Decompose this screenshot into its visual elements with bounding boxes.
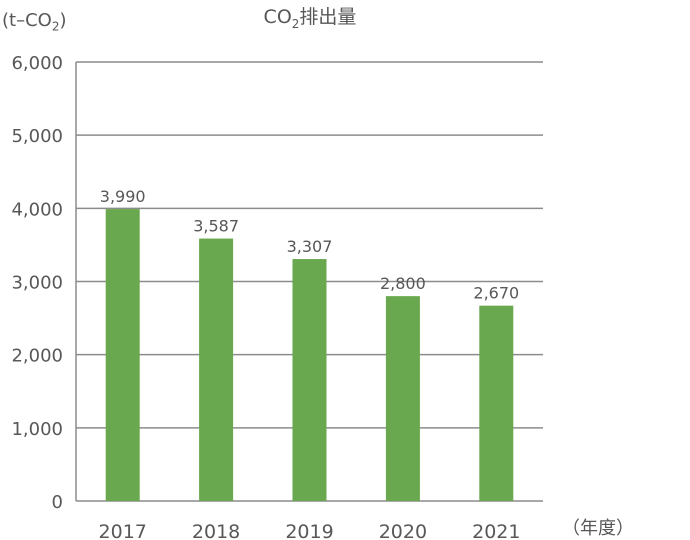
chart-title-subscript: 2: [291, 16, 300, 31]
data-label: 2,670: [473, 284, 519, 303]
y-tick-label: 0: [52, 492, 63, 513]
bar: [479, 305, 514, 501]
y-unit-text: (t–CO: [2, 10, 52, 31]
x-tick-label: 2019: [285, 521, 333, 540]
bar: [292, 259, 327, 501]
x-tick-label: 2017: [99, 521, 147, 540]
data-label: 2,800: [380, 274, 426, 293]
y-tick-label: 5,000: [11, 126, 63, 147]
x-axis-unit-label: （年度）: [562, 518, 634, 539]
y-unit-subscript: 2: [51, 19, 60, 34]
data-label: 3,990: [100, 187, 146, 206]
x-tick-label: 2020: [379, 521, 427, 540]
chart-title-suffix: 排出量: [299, 6, 357, 28]
data-label: 3,587: [193, 217, 239, 236]
y-axis-unit-label: (t–CO2): [2, 10, 67, 34]
y-tick-label: 1,000: [11, 419, 63, 440]
y-tick-label: 4,000: [11, 199, 63, 220]
chart-title: CO2排出量: [0, 2, 620, 31]
y-tick-label: 6,000: [11, 53, 63, 74]
y-tick-label: 2,000: [11, 346, 63, 367]
bar: [385, 296, 420, 501]
y-unit-suffix: ): [59, 10, 67, 31]
x-tick-label: 2018: [192, 521, 240, 540]
x-tick-label: 2021: [472, 521, 520, 540]
chart-title-text: CO: [263, 6, 292, 28]
bar: [199, 238, 234, 502]
y-tick-label: 3,000: [11, 273, 63, 294]
bar: [105, 209, 140, 501]
data-label: 3,307: [287, 237, 333, 256]
